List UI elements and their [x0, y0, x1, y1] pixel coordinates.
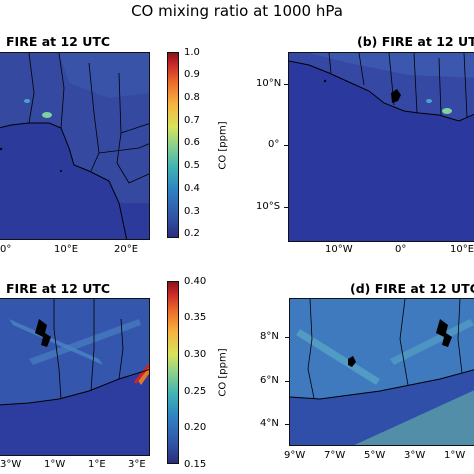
- panel-d-title: (d) FIRE at 12 UTC: [350, 281, 474, 296]
- panel-a-xtick-0: 0°: [0, 244, 12, 255]
- top-cbar-tick-0: 1.0: [184, 47, 200, 58]
- panel-b-lake: [391, 89, 401, 103]
- panel-d-ytickmark-1: [285, 381, 289, 382]
- panel-b-map: [288, 52, 474, 242]
- panel-a-coastline: [0, 122, 128, 239]
- panel-a-title: FIRE at 12 UTC: [6, 34, 111, 49]
- panel-d-ytickmark-2: [285, 424, 289, 425]
- panel-b-xtick-1: 0°: [395, 244, 407, 255]
- panel-b-sahel-haze: [309, 53, 474, 78]
- panel-b-ytickmark-2: [284, 207, 288, 208]
- panel-c-map-svg: [0, 299, 149, 455]
- panel-d-borders: [307, 299, 463, 399]
- panel-c-map: [0, 298, 150, 456]
- panel-d-xtick-0: 9°W: [284, 450, 306, 461]
- bottom-cbar-tick-0: 0.40: [184, 276, 207, 287]
- panel-d-ytick-1: 6°N: [260, 375, 279, 386]
- panel-b-ytick-2: 10°S: [256, 201, 281, 212]
- panel-b-hotspot-2: [426, 99, 432, 103]
- panel-b-title: (b) FIRE at 12 UTC: [357, 34, 474, 49]
- panel-a-xtick-1: 10°E: [54, 244, 79, 255]
- panel-a-island-2: [60, 170, 62, 172]
- panel-c-xtick-3: 3°E: [128, 459, 146, 470]
- panel-a-island: [0, 147, 3, 151]
- panel-b-ytick-0: 10°N: [256, 78, 282, 89]
- panel-d-xtick-3: 3°W: [404, 450, 426, 461]
- panel-d-map: [289, 298, 474, 446]
- panel-d-lake: [348, 356, 356, 367]
- bottom-colorbar-label: CO [ppm]: [217, 348, 229, 397]
- panel-d-plume: [296, 329, 380, 385]
- panel-c-xtick-2: 1°E: [88, 459, 106, 470]
- panel-b-map-svg: [289, 53, 474, 241]
- top-cbar-tick-4: 0.6: [184, 137, 200, 148]
- panel-d-lake-volta: [436, 319, 452, 347]
- panel-b-borders: [328, 53, 468, 118]
- panel-a-xtick-2: 20°E: [114, 244, 139, 255]
- top-colorbar-label: CO [ppm]: [217, 121, 229, 170]
- panel-c-title: FIRE at 12 UTC: [6, 281, 111, 296]
- panel-d-land: [290, 299, 474, 399]
- bottom-cbar-tick-5: 0.15: [184, 459, 207, 470]
- panel-c-xtick-0: 3°W: [0, 459, 22, 470]
- panel-c-coastline: [0, 369, 149, 406]
- bottom-cbar-tick-4: 0.20: [184, 422, 207, 433]
- bottom-colorbar: [167, 281, 179, 464]
- panel-a-borders: [28, 53, 149, 184]
- panel-d-ytick-0: 8°N: [260, 331, 279, 342]
- panel-a-map-svg: [0, 53, 149, 239]
- panel-a-hotspot-2: [24, 99, 30, 103]
- panel-a-sahel-haze: [59, 53, 149, 98]
- top-colorbar: [167, 52, 179, 238]
- panel-c-lake-volta: [35, 319, 51, 347]
- top-cbar-tick-7: 0.3: [184, 206, 200, 217]
- panel-b-ytickmark-1: [284, 145, 288, 146]
- figure-title: CO mixing ratio at 1000 hPa: [131, 2, 343, 20]
- panel-d-map-svg: [290, 299, 474, 445]
- panel-c-hotspot-core: [133, 364, 149, 384]
- top-cbar-tick-6: 0.4: [184, 183, 200, 194]
- bottom-cbar-tick-2: 0.30: [184, 349, 207, 360]
- panel-b-island: [323, 79, 327, 83]
- panel-b-ytick-1: 0°: [268, 139, 280, 150]
- panel-b-ytickmark-0: [284, 84, 288, 85]
- top-cbar-tick-8: 0.2: [184, 228, 200, 239]
- top-cbar-tick-2: 0.8: [184, 92, 200, 103]
- panel-b-xtick-0: 10°W: [325, 244, 353, 255]
- bottom-cbar-tick-1: 0.35: [184, 312, 207, 323]
- panel-d-ytickmark-0: [285, 337, 289, 338]
- panel-a-hotspot: [42, 112, 52, 118]
- panel-d-ytick-2: 4°N: [260, 418, 279, 429]
- panel-c-borders: [53, 299, 124, 400]
- top-cbar-tick-5: 0.5: [184, 160, 200, 171]
- panel-d-xtick-2: 5°W: [364, 450, 386, 461]
- panel-d-plume-2: [390, 319, 474, 365]
- panel-a-map: [0, 52, 150, 240]
- top-cbar-tick-1: 0.9: [184, 69, 200, 80]
- panel-d-xtick-4: 1°W: [444, 450, 466, 461]
- panel-d-coastline: [290, 369, 474, 400]
- panel-c-xtick-1: 1°W: [44, 459, 66, 470]
- bottom-cbar-tick-3: 0.25: [184, 386, 207, 397]
- panel-b-xtick-2: 10°E: [450, 244, 474, 255]
- panel-b-hotspot: [442, 108, 452, 114]
- panel-b-coastline: [289, 60, 474, 122]
- top-cbar-tick-3: 0.7: [184, 115, 200, 126]
- panel-d-xtick-1: 7°W: [324, 450, 346, 461]
